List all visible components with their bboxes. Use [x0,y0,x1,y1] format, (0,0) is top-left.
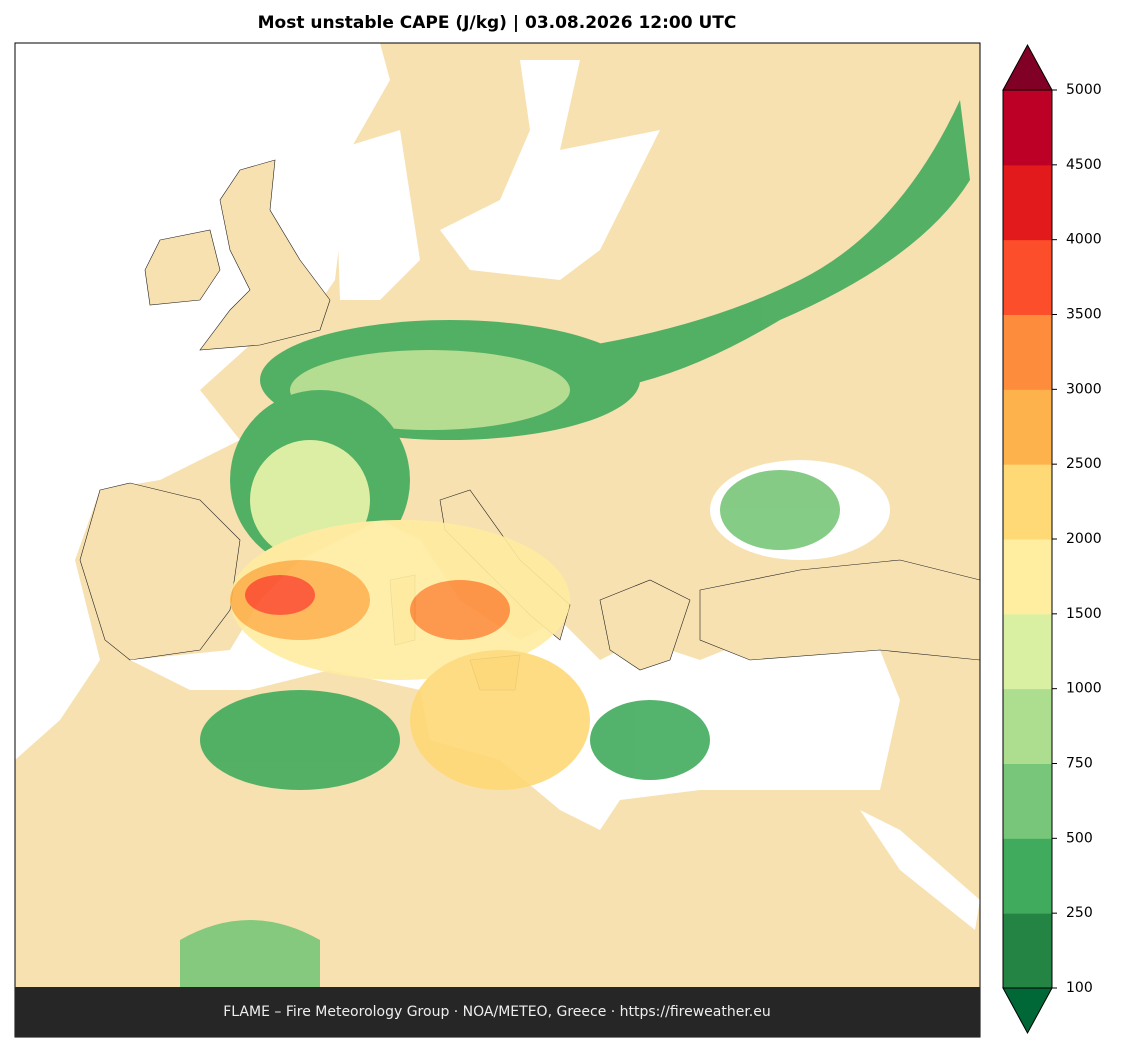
ireland [144,229,221,306]
tick-label: 1000 [1066,681,1102,697]
tick-label: 2500 [1066,456,1102,472]
tick-label: 500 [1066,830,1093,846]
tick-label: 3500 [1066,307,1102,323]
colorbar-segment [1003,913,1052,989]
colorbar-segment [1003,314,1052,390]
tick-label: 4000 [1066,232,1102,248]
colorbar-segment [1003,389,1052,465]
tick-label: 250 [1066,905,1093,921]
colorbar: 100 250 500 750 1000 1500 2000 2500 3000 3500 4000… [1002,43,1102,1035]
colorbar-segment [1003,688,1052,764]
colorbar-segment [1003,613,1052,690]
chart-title: Most unstable CAPE (J/kg) | 03.08.2026 1… [258,13,737,33]
colorbar-segment [1003,763,1052,839]
colorbar-segment [1003,90,1052,166]
colorbar-over [1002,43,1053,91]
turkey [699,559,980,661]
iberia [79,482,241,661]
greece [599,579,691,671]
colorbar-segment [1003,164,1052,241]
tick-label: 4500 [1066,157,1102,173]
colorbar-segment [1003,838,1052,914]
colorbar-segment [1003,464,1052,540]
tick-label: 5000 [1066,82,1102,98]
tick-label: 2000 [1066,531,1102,547]
red-sea [860,810,980,930]
map: FLAME – Fire Meteorology Group · NOA/MET… [14,42,981,1038]
baltic [440,60,660,280]
tick-label: 1500 [1066,606,1102,622]
colorbar-segment [1003,539,1052,615]
footer-bar [15,987,980,1037]
tick-label: 750 [1066,756,1093,772]
colorbar-under [1002,987,1053,1035]
atlantic [15,43,390,760]
footer: FLAME – Fire Meteorology Group · NOA/MET… [223,1004,771,1020]
colorbar-segment [1003,239,1052,315]
tick-label: 100 [1066,980,1093,996]
britain [199,159,331,351]
cape-field [180,100,970,990]
north-sea [335,130,420,300]
tick-label: 3000 [1066,381,1102,397]
